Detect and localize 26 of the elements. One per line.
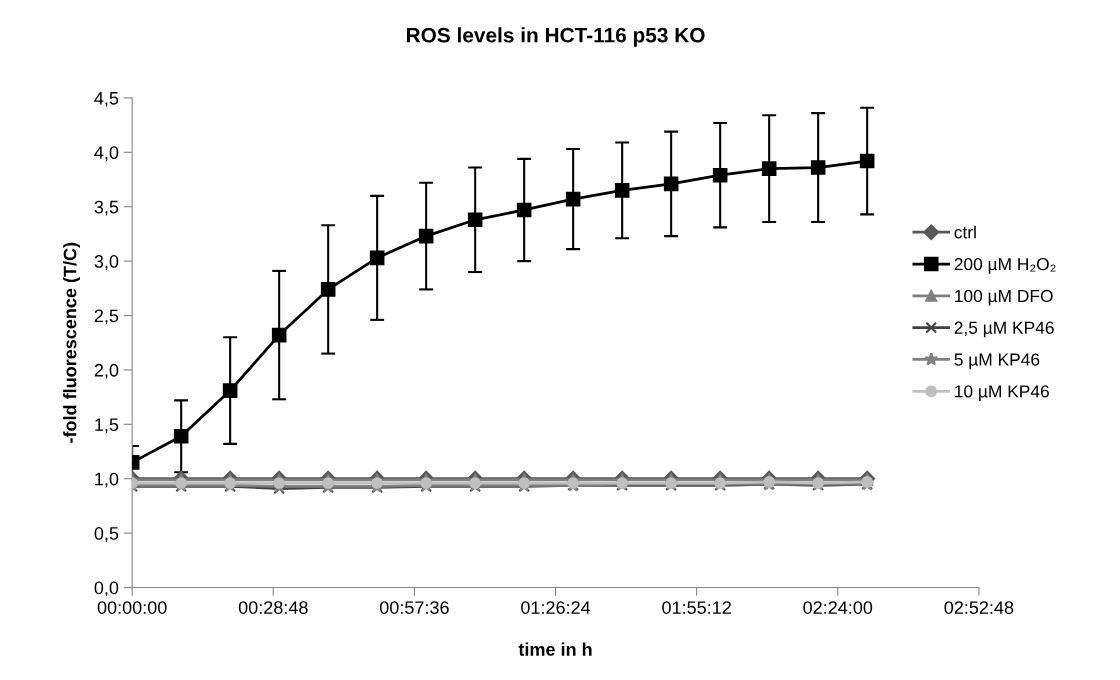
y-axis-title: -fold fluorescence (T/C)	[63, 242, 80, 443]
x-tick-label: 00:00:00	[97, 601, 167, 614]
legend-label: 10 µM KP46	[955, 385, 1049, 401]
y-tick-label: 0,5	[94, 527, 119, 542]
x-tick-label: 02:52:48	[944, 601, 1014, 614]
y-tick-label: 0,0	[94, 581, 119, 597]
x-tick-label: 00:57:36	[379, 601, 449, 614]
y-tick-label: 4,0	[94, 146, 119, 162]
legend-label: 2,5 µM KP46	[954, 321, 1054, 338]
legend-label: 5 µM KP46	[954, 353, 1040, 370]
legend-label: 100 µM DFO	[955, 289, 1053, 306]
y-tick-label: 4,5	[94, 92, 119, 107]
y-tick-label: 1,0	[95, 472, 119, 488]
chart-title: ROS levels in HCT-116 p53 KO	[406, 27, 705, 47]
x-tick-label: 01:55:12	[662, 601, 731, 614]
x-tick-label: 02:24:00	[803, 601, 873, 614]
y-tick-label: 2,5	[94, 309, 119, 325]
x-axis-title: time in h	[518, 642, 592, 656]
y-tick-label: 3,5	[94, 200, 119, 216]
y-tick-label: 1,5	[95, 418, 119, 434]
legend-label: ctrl	[954, 225, 976, 239]
x-tick-label: 01:26:24	[521, 601, 591, 614]
y-tick-label: 3,0	[94, 255, 119, 270]
legend-label: 200 µM H₂O₂	[954, 258, 1056, 274]
x-tick-label: 00:28:48	[238, 601, 308, 614]
y-tick-label: 2,0	[94, 363, 119, 379]
